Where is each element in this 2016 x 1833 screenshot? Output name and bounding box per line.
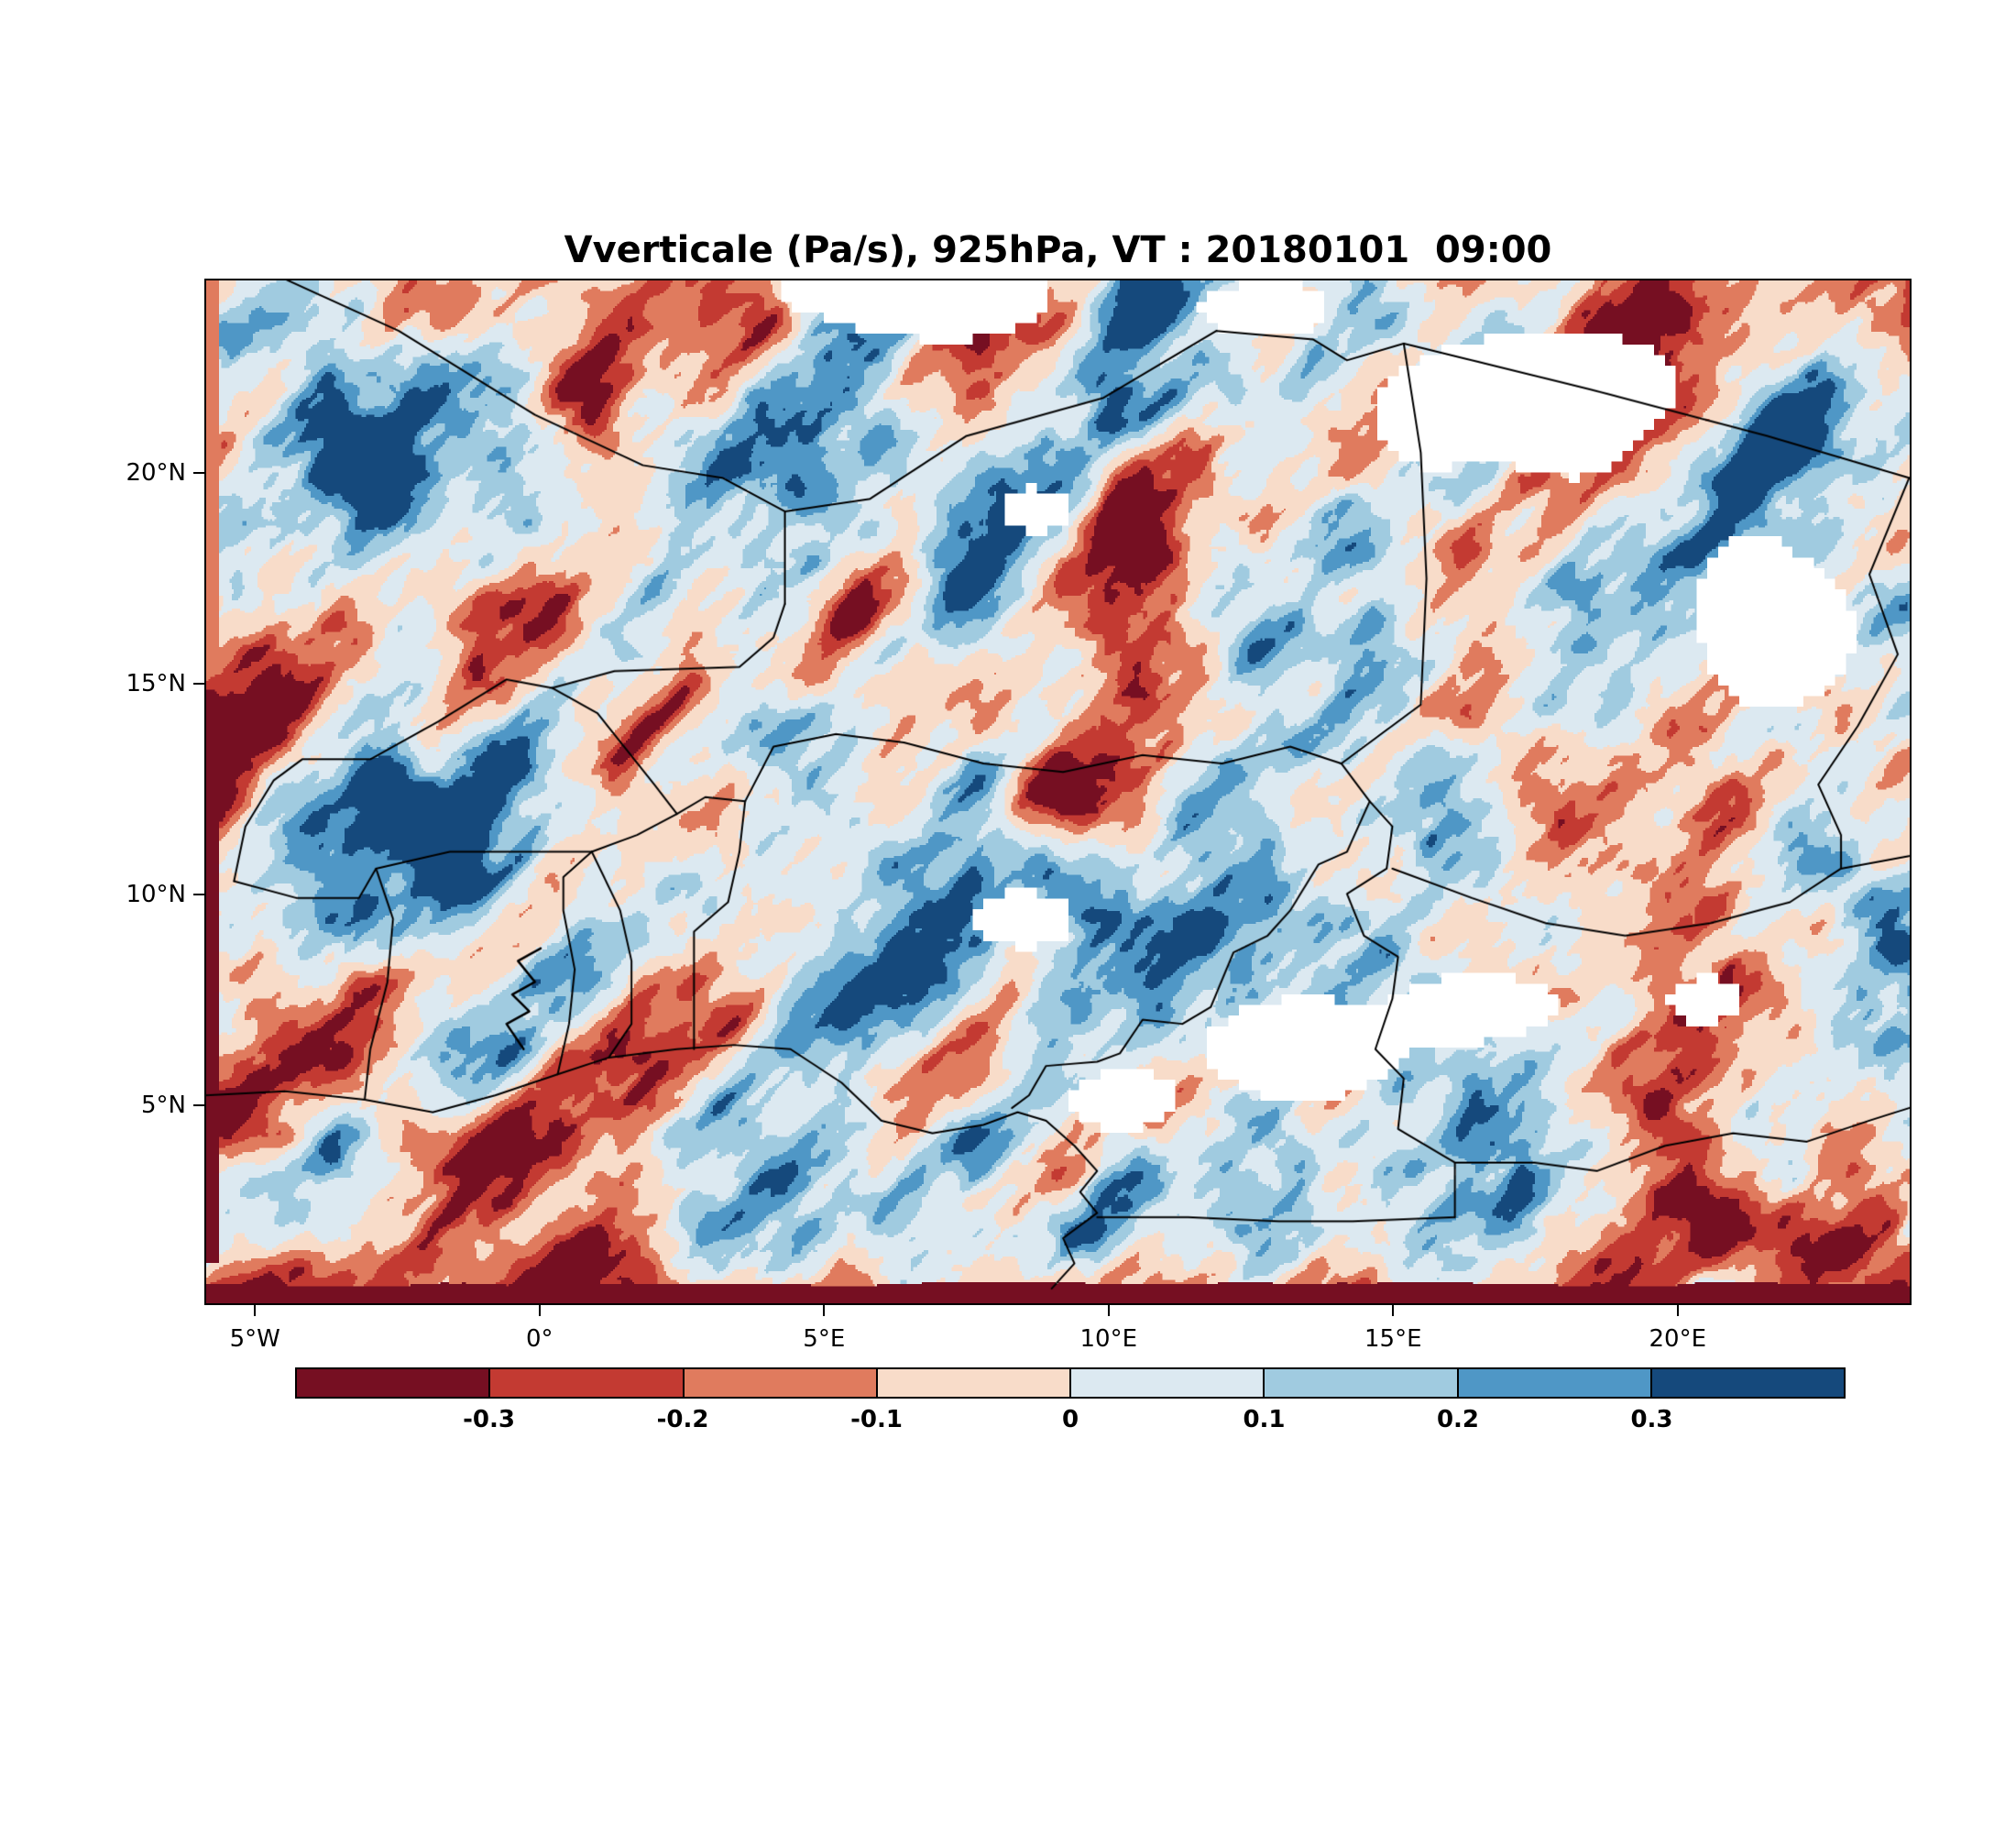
colorbar-segments bbox=[297, 1369, 1844, 1397]
colorbar-segment bbox=[1263, 1369, 1457, 1397]
colorbar-segment bbox=[1456, 1369, 1650, 1397]
x-tick-label: 0° bbox=[525, 1325, 553, 1353]
x-tick-mark bbox=[1676, 1305, 1679, 1316]
x-tick-mark bbox=[254, 1305, 257, 1316]
y-tick-mark bbox=[193, 893, 204, 895]
x-tick-label: 15°E bbox=[1364, 1325, 1422, 1353]
colorbar-tick-label: 0.1 bbox=[1243, 1406, 1286, 1433]
x-tick-mark bbox=[823, 1305, 826, 1316]
y-tick-label: 5°N bbox=[141, 1091, 186, 1119]
colorbar bbox=[295, 1367, 1846, 1399]
y-tick-label: 15°N bbox=[126, 669, 186, 697]
map-area bbox=[204, 279, 1912, 1305]
page-title: Vverticale (Pa/s), 925hPa, VT : 20180101… bbox=[564, 229, 1552, 271]
x-tick-label: 5°W bbox=[229, 1325, 280, 1353]
colorbar-segment bbox=[297, 1369, 489, 1397]
x-tick-mark bbox=[538, 1305, 541, 1316]
colorbar-tick-label: -0.2 bbox=[656, 1406, 709, 1433]
x-tick-mark bbox=[1392, 1305, 1395, 1316]
colorbar-segment bbox=[1069, 1369, 1264, 1397]
colorbar-tick-label: -0.3 bbox=[463, 1406, 515, 1433]
y-tick-mark bbox=[193, 471, 204, 474]
y-tick-mark bbox=[193, 1103, 204, 1106]
x-tick-mark bbox=[1107, 1305, 1110, 1316]
y-tick-label: 20°N bbox=[126, 458, 186, 487]
x-tick-label: 20°E bbox=[1649, 1325, 1707, 1353]
colorbar-segment bbox=[875, 1369, 1069, 1397]
y-tick-mark bbox=[193, 682, 204, 685]
colorbar-tick-label: 0.3 bbox=[1630, 1406, 1673, 1433]
colorbar-tick-label: 0.2 bbox=[1436, 1406, 1480, 1433]
x-tick-label: 10°E bbox=[1079, 1325, 1138, 1353]
colorbar-tick-label: 0 bbox=[1061, 1406, 1079, 1433]
colorbar-segment bbox=[488, 1369, 683, 1397]
country-borders-canvas bbox=[206, 280, 1910, 1303]
colorbar-tick-label: -0.1 bbox=[850, 1406, 903, 1433]
x-tick-label: 5°E bbox=[803, 1325, 846, 1353]
y-tick-label: 10°N bbox=[126, 880, 186, 908]
colorbar-segment bbox=[682, 1369, 876, 1397]
colorbar-segment bbox=[1649, 1369, 1844, 1397]
